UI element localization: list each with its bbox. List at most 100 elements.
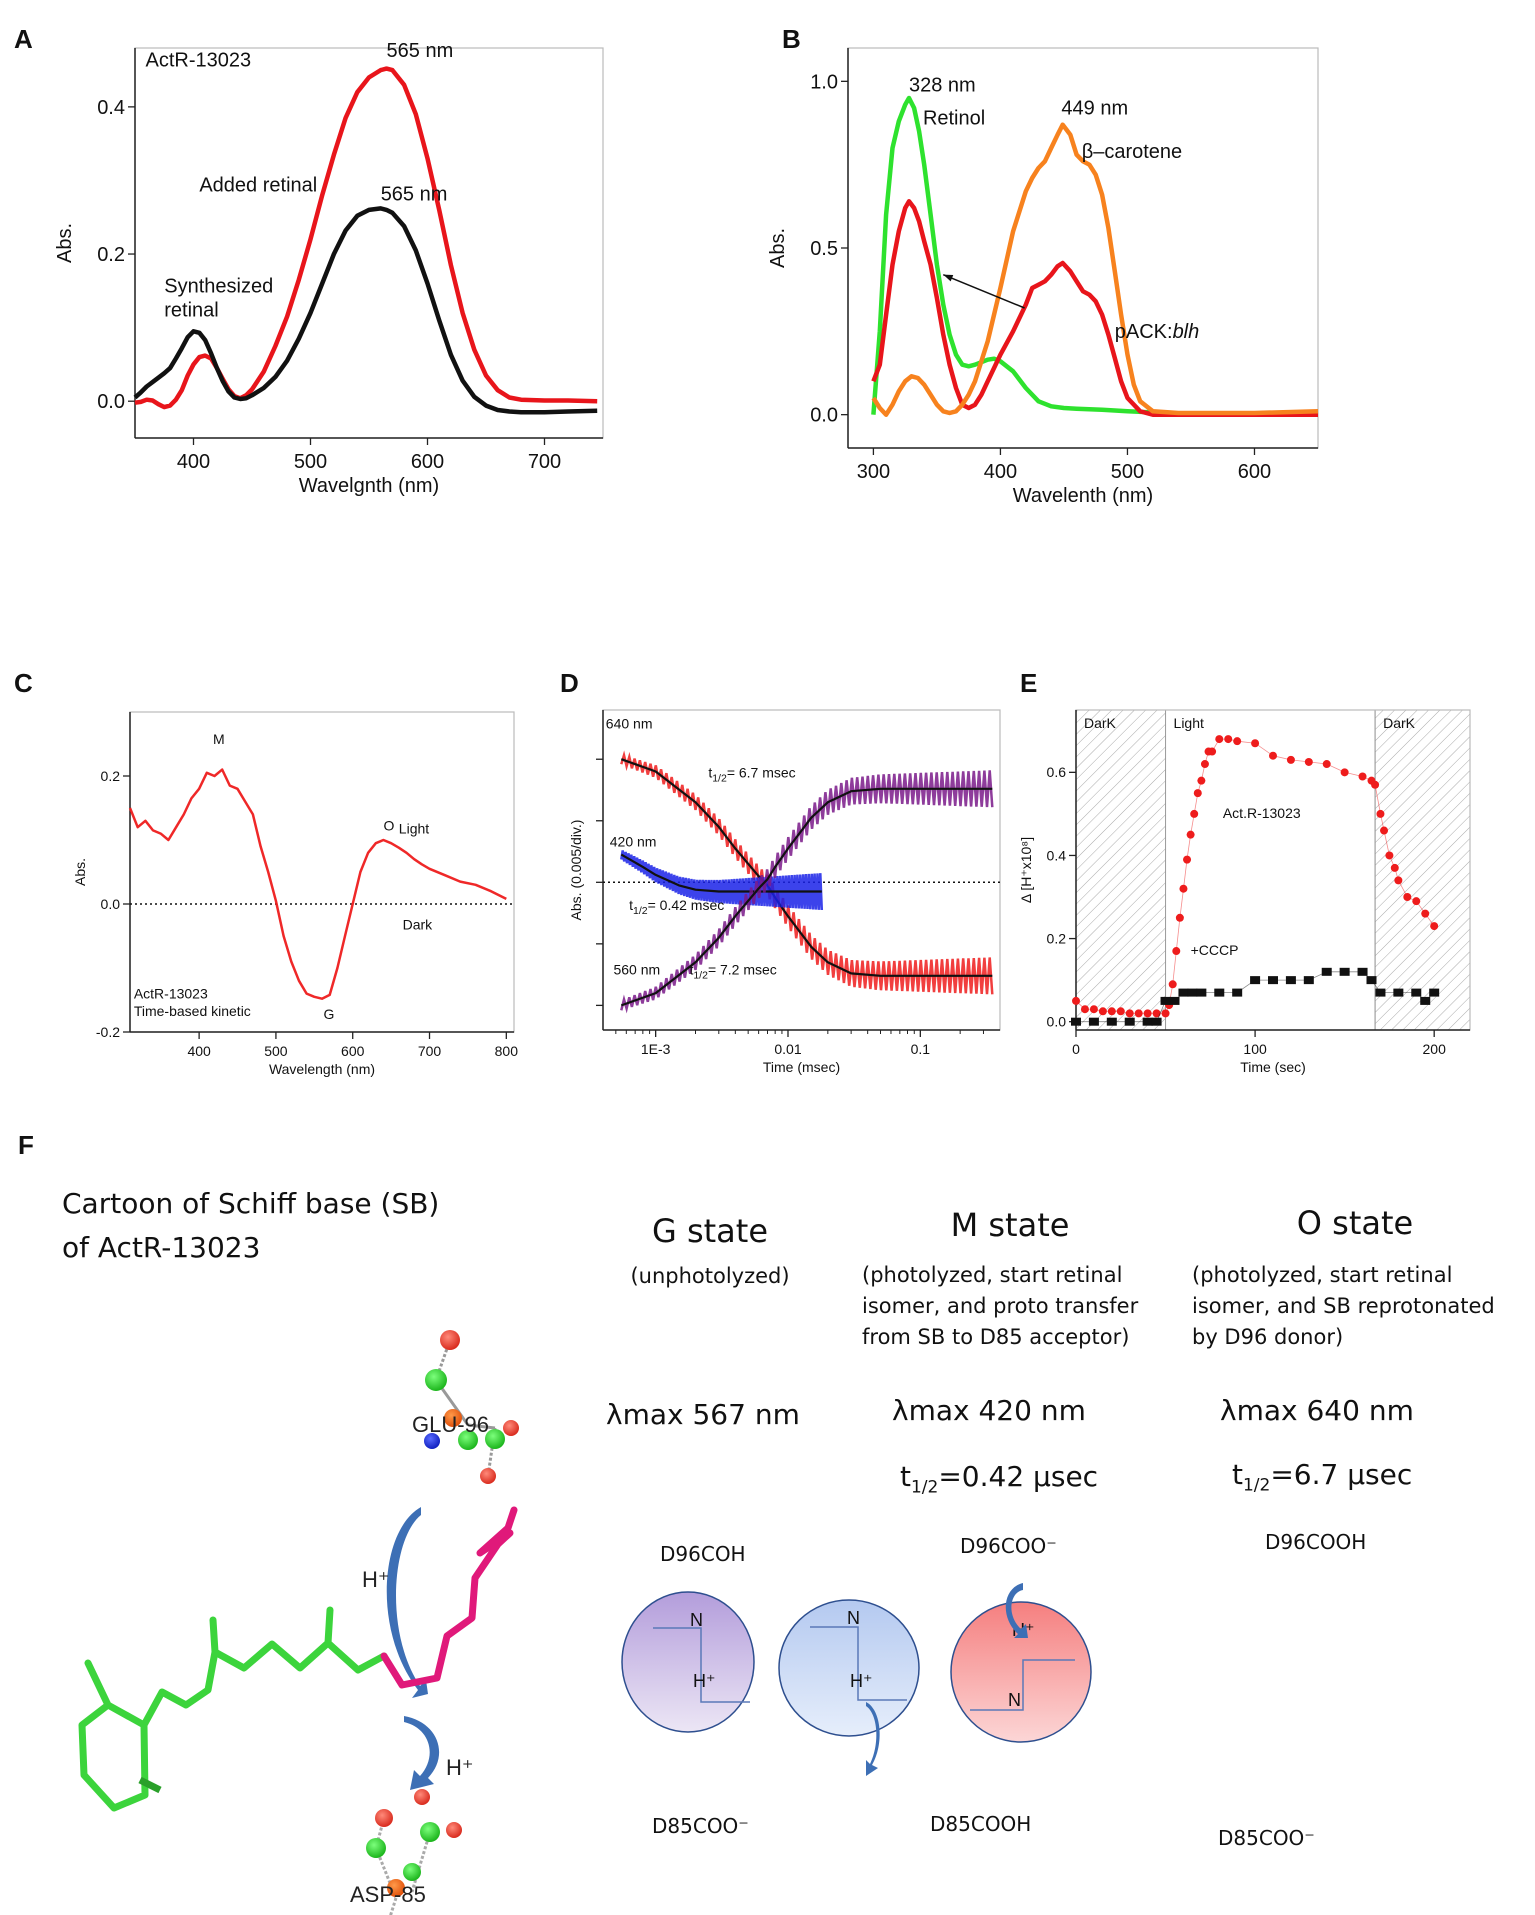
annotation-label: ActR-13023 [146,49,252,71]
series--cccp-point [1303,976,1314,985]
series--cccp-point [1375,988,1386,997]
series--cccp-point [1429,988,1440,997]
annotation-label: M [213,731,225,747]
proton-label-top: H⁺ [362,1567,390,1592]
x-tick-label: 400 [187,1043,211,1059]
annotation-label: 449 nm [1061,98,1128,120]
series-act-r-13023-point [1175,913,1184,922]
series-act-r-13023-point [1200,760,1209,769]
series-act-r-13023-point [1215,735,1224,744]
retinal-ring-methyl [138,1776,162,1794]
atom-carbon [425,1369,447,1391]
y-tick-label: -0.2 [96,1024,120,1040]
atom-oxygen [446,1822,462,1838]
atom-carbon [420,1822,440,1842]
atom-carbon [458,1430,478,1450]
series-act-r-13023-point [1172,947,1181,956]
series-act-r-13023-point [1394,876,1403,885]
y-tick-label: 0.0 [101,896,121,912]
chart-panel-e: DarK Light DarK 0 100 200 0.0 0.2 0.4 0.6 Time (se… [1018,709,1471,1075]
g-state-desc: (unphotolyzed) [630,1264,790,1288]
series-act-r-13023-point [1125,1009,1134,1018]
series-act-r-13023-point [1098,1007,1107,1016]
proton-transfer-arrow-icon [386,1507,428,1698]
x-tick-label: 0.1 [911,1041,931,1057]
region-label: Light [1174,715,1204,731]
annotation-label: +CCCP [1191,942,1239,958]
m-state-title: M state [950,1206,1070,1244]
residue-label-glu96: GLU-96 [412,1412,489,1437]
lysine-chain [380,1506,518,1689]
series--cccp-point [1420,996,1431,1005]
series-420-nm-trace [620,850,824,911]
atom-oxygen [444,1409,462,1427]
m-state-top-label: N [847,1608,860,1628]
series-act-r-13023-point [1190,809,1199,818]
thalf-symbol: t [900,1460,911,1493]
y-tick-label: 0.4 [97,97,125,119]
panel-label-a: A [14,24,33,54]
annotation-label: ActR-13023 [134,986,208,1002]
series--cccp-point [1169,996,1180,1005]
annotation-label: pACK:blh [1115,321,1200,343]
m-state-lambda: λmax 420 nm [892,1394,1086,1427]
y-axis-label: Abs. [54,223,76,263]
series--cccp-point [1250,976,1261,985]
glu96-residue: GLU-96 [412,1330,519,1484]
m-state-desc: (photolyzed, start retinal isomer, and p… [862,1226,1182,1353]
o-state-thalf: t1/2=6.7 µsec [1232,1458,1412,1496]
g-state-title: G state [651,1212,769,1250]
g-state-donor: D96COH [660,1542,746,1566]
series--cccp-point [1178,988,1189,997]
series-560-nm-fit [620,787,993,1007]
atom-carbon [366,1838,386,1858]
proton-transfer-arrow-icon [866,1702,880,1776]
m-state-sb-path [810,1626,907,1701]
series-act-r-13023-point [1197,776,1206,785]
series-retinol-line [871,95,1166,416]
atom-oxygen [440,1330,460,1350]
plot-frame [129,711,515,1033]
series--cccp-point [1366,976,1377,985]
annotation-label: Light [399,821,429,837]
annotation-half-life: t1/2= 6.7 msec [708,765,795,785]
series-act-r-13023-point [1208,747,1217,756]
x-axis-label: Wavelenth (nm) [1013,485,1153,507]
series--cccp-point [1321,967,1332,976]
series-act-r-13023-point [1322,760,1331,769]
series-act-r-13023-point [1376,809,1385,818]
annotation-label: 565 nm [387,40,454,62]
y-tick-label: 0.2 [1047,930,1067,946]
thalf-subscript: 1/2 [1242,1475,1271,1496]
series-act-r-13023-point [1390,863,1399,872]
m-state-desc-line3: from SB to D85 acceptor) [862,1325,1130,1349]
m-state-bottom-label: H⁺ [850,1671,873,1691]
g-state-ellipse [621,1591,755,1733]
series-act-r-13023-point [1107,1007,1116,1016]
x-tick-label: 100 [1243,1041,1267,1057]
x-tick-label: 400 [984,461,1017,483]
series-act-r-13023-point [1134,1009,1143,1018]
x-tick-label: 500 [264,1043,288,1059]
region-label: DarK [1084,715,1117,731]
x-tick-label: 1E-3 [641,1041,671,1057]
series-act-r-13023-point [1380,826,1389,835]
x-tick-label: 400 [177,451,210,473]
o-state-desc-line2: isomer, and SB reprotonated [1192,1294,1495,1318]
o-state-desc: (photolyzed, start retinal isomer, and S… [1192,1226,1532,1353]
panel-label-d: D [560,668,579,698]
chart-panel-a: 400 500 600 700 0.0 0.2 0.4 Wavelgnth (nm) Abs. A… [54,40,604,497]
series-act-r-13023-point [1168,980,1177,989]
chart-panel-c: 400 500 600 700 800 -0.2 0.0 0.2 Wavelength (nm)… [72,711,519,1077]
series-act-r-13023-point [1371,780,1380,789]
x-tick-label: 600 [1238,461,1271,483]
y-tick-label: 0.5 [810,238,838,260]
x-tick-label: 600 [411,451,444,473]
annotation-label: G [324,1006,335,1022]
atom-oxygen [387,1879,405,1897]
x-axis-label: Time (msec) [763,1059,840,1075]
m-state-donor: D96COO⁻ [960,1534,1057,1558]
x-tick-label: 800 [495,1043,519,1059]
annotation-label: Dark [403,917,434,933]
chart-panel-d: 1E-3 0.01 0.1 Time (msec) Abs. (0.005/div.) 6… [568,709,1001,1075]
